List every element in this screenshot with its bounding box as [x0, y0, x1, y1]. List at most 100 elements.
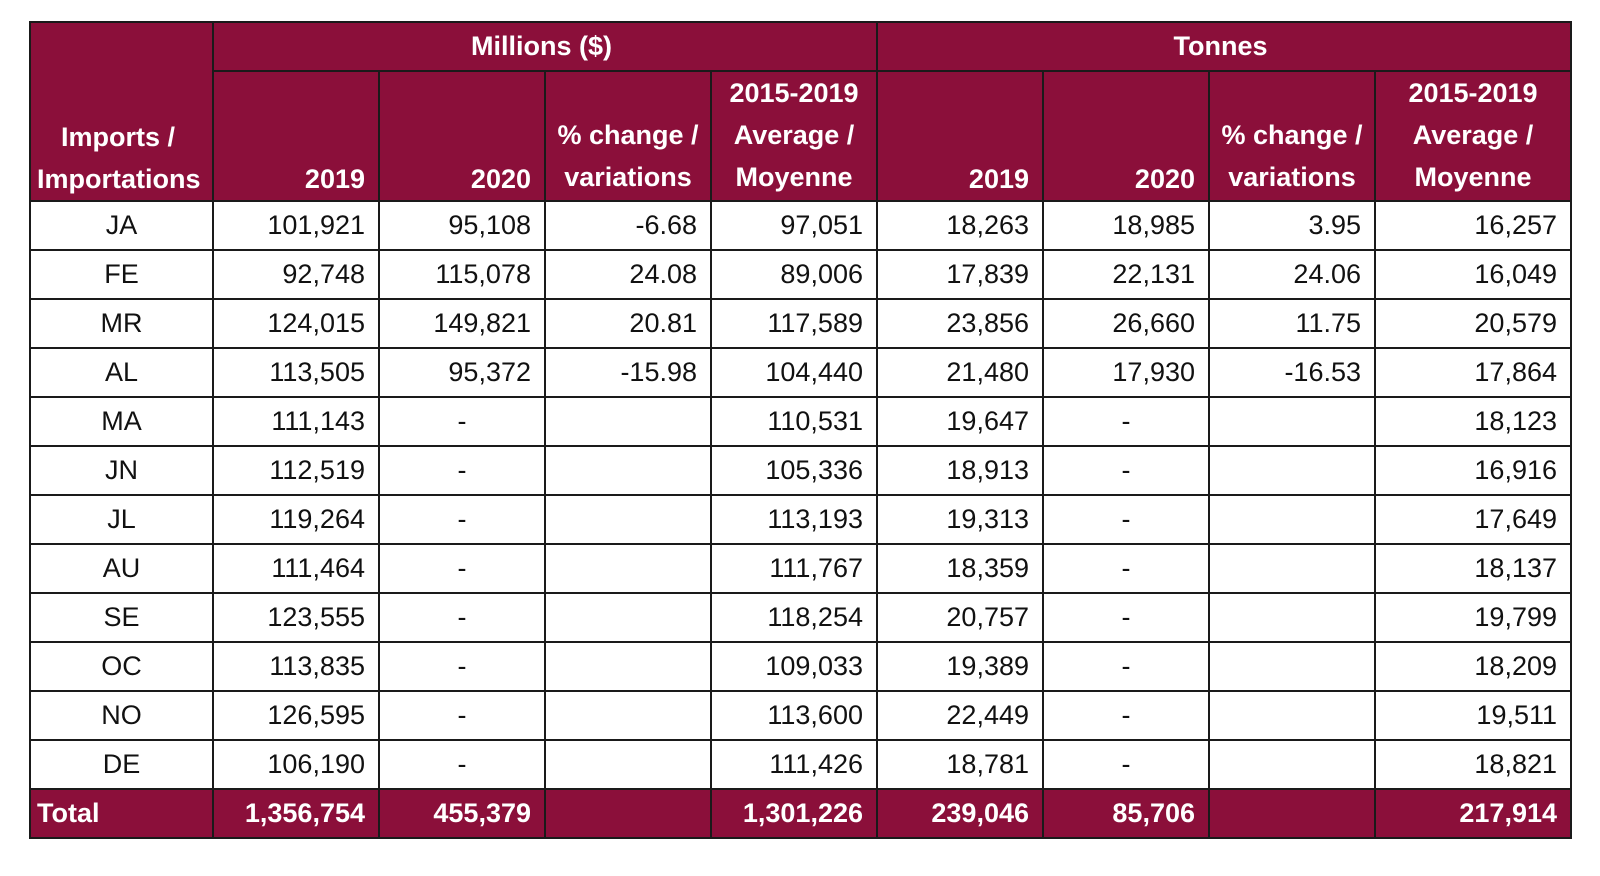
imports-table: Imports / Importations Millions ($) Tonn… [29, 21, 1572, 839]
value-change-cell: 24.08 [544, 249, 712, 300]
month-cell: DE [29, 739, 214, 790]
value-change-cell [544, 641, 712, 692]
col-header-value-2020: 2020 [378, 70, 546, 202]
month-cell: JA [29, 200, 214, 251]
total-value-average: 1,301,226 [710, 788, 878, 839]
value-change-cell [544, 445, 712, 496]
tonnes-2019-cell: 18,359 [876, 543, 1044, 594]
table-row: MR 124,015 149,821 20.81 117,589 23,856 26,660… [29, 298, 1572, 349]
value-average-cell: 113,193 [710, 494, 878, 545]
month-cell: AU [29, 543, 214, 594]
value-2019-cell: 106,190 [212, 739, 380, 790]
month-cell: MR [29, 298, 214, 349]
tonnes-2019-cell: 21,480 [876, 347, 1044, 398]
tonnes-2020-cell: - [1042, 445, 1210, 496]
value-2020-cell: 149,821 [378, 298, 546, 349]
value-change-cell: 20.81 [544, 298, 712, 349]
total-value-2020: 455,379 [378, 788, 546, 839]
value-average-cell: 111,426 [710, 739, 878, 790]
value-change-cell: -15.98 [544, 347, 712, 398]
value-change-cell [544, 592, 712, 643]
tonnes-average-cell: 19,511 [1374, 690, 1572, 741]
table-row: JL 119,264-113,193 19,313-17,649 [29, 494, 1572, 545]
total-row: Total 1,356,754 455,379 1,301,226 239,04… [29, 788, 1572, 839]
tonnes-average-cell: 17,864 [1374, 347, 1572, 398]
group-header-millions: Millions ($) [212, 21, 878, 72]
col-header-tonnes-change: % change / variations [1208, 70, 1376, 202]
tonnes-2020-cell: 17,930 [1042, 347, 1210, 398]
tonnes-change-cell: 3.95 [1208, 200, 1376, 251]
value-average-cell: 89,006 [710, 249, 878, 300]
value-2019-cell: 113,505 [212, 347, 380, 398]
tonnes-2019-cell: 19,389 [876, 641, 1044, 692]
value-average-cell: 105,336 [710, 445, 878, 496]
value-average-cell: 118,254 [710, 592, 878, 643]
value-2020-cell: 95,108 [378, 200, 546, 251]
value-average-cell: 111,767 [710, 543, 878, 594]
table-row: SE 123,555-118,254 20,757-19,799 [29, 592, 1572, 643]
tonnes-average-cell: 18,821 [1374, 739, 1572, 790]
col-header-tonnes-2020: 2020 [1042, 70, 1210, 202]
tonnes-average-cell: 18,137 [1374, 543, 1572, 594]
month-cell: OC [29, 641, 214, 692]
tonnes-2020-cell: 18,985 [1042, 200, 1210, 251]
tonnes-average-cell: 17,649 [1374, 494, 1572, 545]
tonnes-change-cell: 24.06 [1208, 249, 1376, 300]
tonnes-2019-cell: 22,449 [876, 690, 1044, 741]
total-tonnes-change [1208, 788, 1376, 839]
month-cell: AL [29, 347, 214, 398]
tonnes-2019-cell: 23,856 [876, 298, 1044, 349]
col-header-value-2019: 2019 [212, 70, 380, 202]
value-change-cell [544, 494, 712, 545]
value-change-cell [544, 739, 712, 790]
value-2019-cell: 101,921 [212, 200, 380, 251]
tonnes-average-cell: 16,049 [1374, 249, 1572, 300]
col-header-value-change: % change / variations [544, 70, 712, 202]
value-average-cell: 110,531 [710, 396, 878, 447]
table-row: JA 101,921 95,108 -6.68 97,051 18,263 18,985 3.… [29, 200, 1572, 251]
tonnes-change-cell [1208, 494, 1376, 545]
table-row: FE 92,748 115,078 24.08 89,006 17,839 22,131 24… [29, 249, 1572, 300]
total-tonnes-2020: 85,706 [1042, 788, 1210, 839]
tonnes-2020-cell: - [1042, 494, 1210, 545]
total-value-change [544, 788, 712, 839]
tonnes-change-cell [1208, 592, 1376, 643]
value-2020-cell: - [378, 641, 546, 692]
table-row: MA 111,143-110,531 19,647-18,123 [29, 396, 1572, 447]
month-cell: NO [29, 690, 214, 741]
total-label: Total [29, 788, 214, 839]
col-header-tonnes-2019: 2019 [876, 70, 1044, 202]
value-2020-cell: 95,372 [378, 347, 546, 398]
value-average-cell: 97,051 [710, 200, 878, 251]
table-row: NO 126,595-113,600 22,449-19,511 [29, 690, 1572, 741]
table-row: AU 111,464-111,767 18,359-18,137 [29, 543, 1572, 594]
tonnes-change-cell [1208, 690, 1376, 741]
tonnes-2019-cell: 18,913 [876, 445, 1044, 496]
tonnes-2020-cell: - [1042, 690, 1210, 741]
col-header-tonnes-average: 2015-2019 Average / Moyenne [1374, 70, 1572, 202]
value-2020-cell: - [378, 739, 546, 790]
value-average-cell: 109,033 [710, 641, 878, 692]
value-2019-cell: 119,264 [212, 494, 380, 545]
tonnes-change-cell [1208, 641, 1376, 692]
tonnes-2020-cell: - [1042, 592, 1210, 643]
tonnes-2020-cell: - [1042, 641, 1210, 692]
value-2020-cell: - [378, 445, 546, 496]
total-value-2019: 1,356,754 [212, 788, 380, 839]
value-2019-cell: 123,555 [212, 592, 380, 643]
month-cell: JN [29, 445, 214, 496]
tonnes-average-cell: 18,123 [1374, 396, 1572, 447]
tonnes-2019-cell: 19,313 [876, 494, 1044, 545]
value-2019-cell: 124,015 [212, 298, 380, 349]
tonnes-2019-cell: 20,757 [876, 592, 1044, 643]
tonnes-average-cell: 16,916 [1374, 445, 1572, 496]
tonnes-change-cell [1208, 445, 1376, 496]
tonnes-2019-cell: 19,647 [876, 396, 1044, 447]
tonnes-change-cell: -16.53 [1208, 347, 1376, 398]
tonnes-change-cell [1208, 396, 1376, 447]
tonnes-average-cell: 19,799 [1374, 592, 1572, 643]
tonnes-average-cell: 18,209 [1374, 641, 1572, 692]
value-2019-cell: 92,748 [212, 249, 380, 300]
value-change-cell: -6.68 [544, 200, 712, 251]
tonnes-2020-cell: - [1042, 543, 1210, 594]
